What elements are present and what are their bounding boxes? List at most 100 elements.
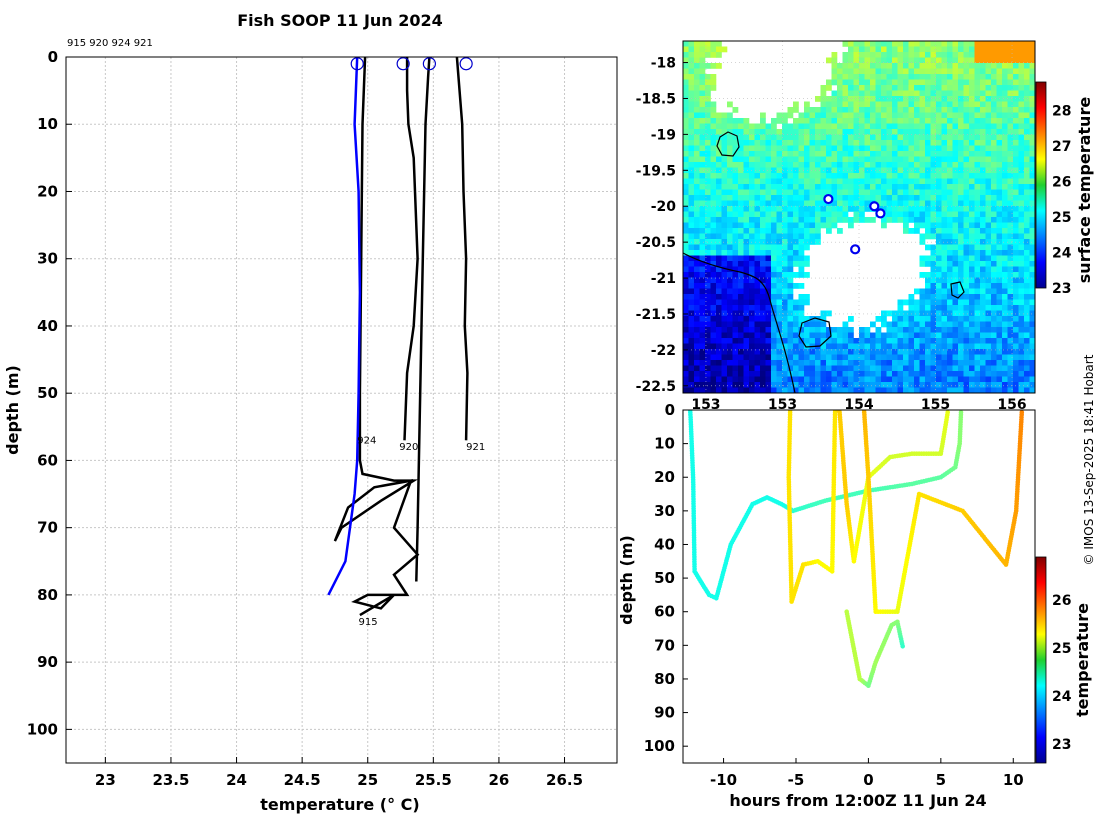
sst-cell (826, 360, 832, 366)
sst-cell (1007, 129, 1014, 135)
sst-cell (881, 173, 887, 179)
sst-cell (925, 376, 931, 383)
sst-cell (848, 354, 854, 361)
sst-cell (864, 63, 871, 69)
sst-cell (974, 239, 981, 245)
sst-cell (694, 178, 700, 185)
sst-cell (919, 338, 926, 344)
sst-cell (848, 376, 854, 383)
sst-cell (969, 294, 975, 300)
sst-cell (782, 261, 788, 267)
sst-cell (820, 101, 827, 108)
sst-cell (842, 365, 849, 372)
sst-cell (941, 272, 948, 278)
sst-cell (743, 250, 750, 256)
sst-cell (826, 184, 832, 190)
sst-cell (826, 57, 832, 64)
sst-cell (705, 118, 711, 124)
sst-cell (875, 101, 882, 108)
sst-cell (1013, 360, 1019, 366)
sst-cell (848, 96, 854, 102)
sst-cell (936, 376, 942, 383)
sst-cell (848, 162, 854, 168)
ts-point-track-b (958, 410, 964, 415)
sst-cell (881, 349, 887, 355)
sst-cell (947, 90, 953, 97)
sst-cell (688, 305, 695, 311)
sst-cell (732, 200, 739, 207)
sst-cell (881, 118, 887, 124)
sst-cell (716, 332, 722, 339)
sst-cell (754, 239, 761, 245)
ts-x-tick-label: -5 (788, 771, 805, 789)
sst-cell (1029, 145, 1035, 152)
sst-cell (683, 332, 689, 339)
sst-cell (760, 184, 766, 190)
sst-cell (963, 112, 970, 119)
sst-cell (941, 299, 948, 306)
sst-cell (716, 321, 722, 328)
sst-cell (969, 173, 975, 179)
sst-cell (699, 85, 706, 91)
sst-cell (991, 261, 997, 267)
y-tick-label: 80 (37, 586, 58, 604)
sst-cell (1013, 46, 1019, 53)
sst-cell (892, 52, 898, 58)
sst-cell (958, 387, 964, 393)
sst-cell (765, 140, 772, 146)
sst-cell (897, 332, 904, 339)
sst-cell (958, 41, 964, 47)
sst-cell (859, 112, 865, 119)
sst-cell (749, 288, 755, 295)
sst-cell (859, 365, 865, 372)
sst-cell (996, 354, 1003, 361)
sst-cell (991, 354, 997, 361)
sst-cell (881, 151, 887, 157)
sst-cell (919, 206, 926, 212)
sst-cell (908, 123, 915, 130)
sst-cell (721, 195, 728, 201)
sst-cell (798, 327, 805, 333)
sst-cell (864, 371, 871, 377)
sst-cell (1024, 217, 1030, 223)
sst-cell (826, 211, 832, 218)
sst-cell (837, 327, 843, 333)
map-y-tick-label: -21 (651, 271, 676, 287)
sst-cell (941, 151, 948, 157)
sst-cell (853, 74, 860, 80)
sst-cell (716, 233, 722, 240)
map-colorbar-tick-label: 24 (1052, 245, 1072, 261)
sst-cell (798, 200, 805, 207)
sst-cell (820, 371, 827, 377)
sst-cell (694, 90, 700, 97)
sst-cell (1007, 299, 1014, 306)
float-profile-line-915 (333, 56, 420, 617)
sst-cell (985, 332, 992, 339)
sst-cell (1029, 74, 1035, 80)
sst-cell (925, 288, 931, 295)
sst-cell (936, 145, 942, 152)
sst-cell (688, 57, 695, 64)
sst-cell (749, 200, 755, 207)
sst-cell (754, 134, 761, 141)
sst-cell (749, 156, 755, 163)
sst-cell (985, 178, 992, 185)
sst-cell (892, 57, 898, 64)
sst-cell (963, 90, 970, 97)
float-id-label-924: 924 (357, 435, 376, 446)
sst-cell (732, 151, 739, 157)
sst-cell (727, 316, 733, 322)
sst-cell (980, 79, 986, 86)
sst-cell (985, 327, 992, 333)
sst-cell (853, 134, 860, 141)
sst-cell (787, 255, 794, 262)
sst-cell (980, 382, 986, 388)
sst-cell (1013, 228, 1019, 234)
sst-cell (683, 134, 689, 141)
sst-cell (886, 387, 893, 393)
sst-cell (925, 173, 931, 179)
sst-cell (980, 118, 986, 124)
sst-cell (985, 162, 992, 168)
sst-cell (1007, 228, 1014, 234)
sst-cell (820, 107, 827, 113)
